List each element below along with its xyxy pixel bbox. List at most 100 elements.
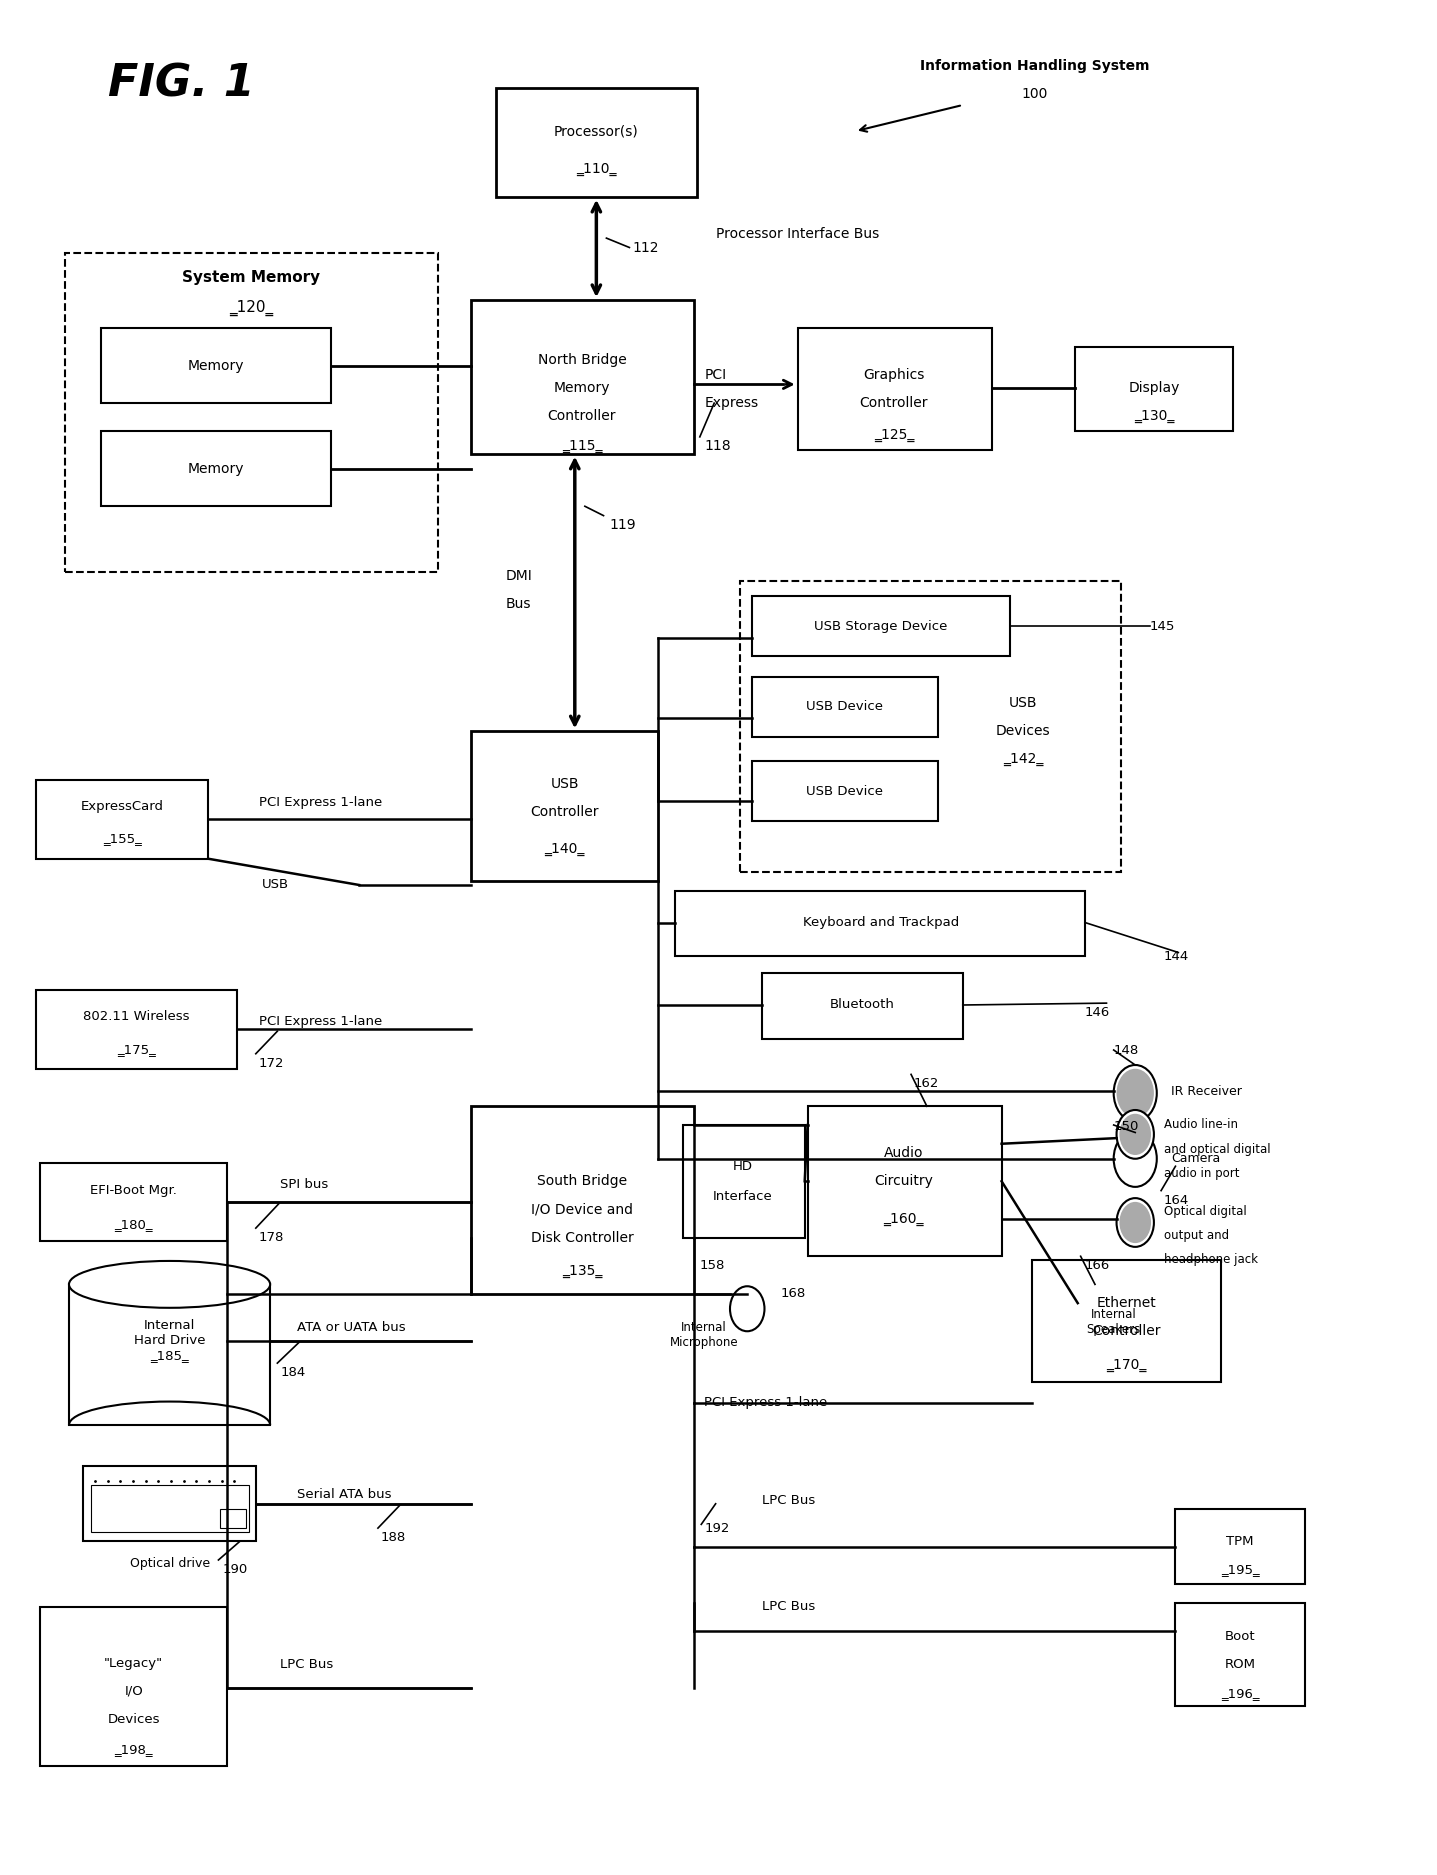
FancyBboxPatch shape <box>1032 1260 1221 1382</box>
Circle shape <box>1117 1069 1154 1118</box>
Circle shape <box>1114 1131 1157 1187</box>
FancyBboxPatch shape <box>36 780 208 859</box>
FancyBboxPatch shape <box>1078 1288 1095 1318</box>
Circle shape <box>1114 1065 1157 1121</box>
FancyBboxPatch shape <box>762 973 963 1039</box>
FancyBboxPatch shape <box>101 328 331 403</box>
Text: 192: 192 <box>704 1522 730 1534</box>
Text: 148: 148 <box>1114 1044 1140 1056</box>
Text: Information Handling System: Information Handling System <box>920 58 1150 73</box>
Text: Controller: Controller <box>547 409 616 424</box>
Text: Processor(s): Processor(s) <box>555 124 638 139</box>
Text: North Bridge: North Bridge <box>537 352 627 368</box>
Text: IR Receiver: IR Receiver <box>1171 1086 1242 1097</box>
Text: SPI bus: SPI bus <box>280 1179 329 1191</box>
Text: System Memory: System Memory <box>182 270 320 285</box>
FancyBboxPatch shape <box>40 1162 227 1241</box>
Text: Internal
Microphone: Internal Microphone <box>670 1322 739 1348</box>
FancyBboxPatch shape <box>40 1607 227 1766</box>
Text: USB Device: USB Device <box>806 701 884 712</box>
FancyBboxPatch shape <box>471 300 694 454</box>
FancyBboxPatch shape <box>69 1284 270 1425</box>
Text: Processor Interface Bus: Processor Interface Bus <box>716 227 879 242</box>
Text: 118: 118 <box>704 439 731 454</box>
Text: PCI Express 1-lane: PCI Express 1-lane <box>704 1397 828 1408</box>
Text: ‗125‗: ‗125‗ <box>874 428 914 442</box>
Text: Memory: Memory <box>553 381 611 396</box>
Text: 802.11 Wireless: 802.11 Wireless <box>83 1011 190 1022</box>
Text: ExpressCard: ExpressCard <box>80 801 164 812</box>
Text: I/O: I/O <box>124 1686 144 1697</box>
FancyBboxPatch shape <box>471 731 658 881</box>
FancyBboxPatch shape <box>683 1125 805 1238</box>
Text: ‗142‗: ‗142‗ <box>1003 752 1043 767</box>
Text: 162: 162 <box>914 1078 940 1089</box>
FancyBboxPatch shape <box>752 596 1010 656</box>
Text: headphone jack: headphone jack <box>1164 1254 1257 1266</box>
Text: Keyboard and Trackpad: Keyboard and Trackpad <box>803 917 958 928</box>
Text: Internal
Hard Drive
‗185‗: Internal Hard Drive ‗185‗ <box>134 1320 205 1361</box>
Text: ‗195‗: ‗195‗ <box>1221 1564 1259 1575</box>
Text: Controller: Controller <box>859 396 928 411</box>
FancyBboxPatch shape <box>471 1106 694 1294</box>
Text: USB: USB <box>262 879 289 891</box>
Text: PCI Express 1-lane: PCI Express 1-lane <box>259 1016 382 1028</box>
Text: FIG. 1: FIG. 1 <box>108 64 254 105</box>
Text: USB: USB <box>550 776 579 791</box>
FancyBboxPatch shape <box>1175 1603 1305 1706</box>
FancyBboxPatch shape <box>220 1509 246 1528</box>
Text: audio in port: audio in port <box>1164 1168 1240 1179</box>
Text: LPC Bus: LPC Bus <box>280 1659 333 1671</box>
Text: Bus: Bus <box>506 596 532 611</box>
Text: 190: 190 <box>223 1564 249 1575</box>
Text: Circuitry: Circuitry <box>875 1174 933 1189</box>
Text: Express: Express <box>704 396 759 411</box>
Text: Optical drive: Optical drive <box>129 1558 210 1569</box>
Text: DMI: DMI <box>506 568 533 583</box>
Text: 112: 112 <box>632 240 658 255</box>
Text: Memory: Memory <box>187 461 244 476</box>
Text: 119: 119 <box>609 518 637 532</box>
Text: 178: 178 <box>259 1232 285 1243</box>
Text: HD: HD <box>733 1161 753 1172</box>
FancyBboxPatch shape <box>65 253 438 572</box>
Text: Bluetooth: Bluetooth <box>829 999 895 1011</box>
Text: ‗160‗: ‗160‗ <box>884 1211 924 1226</box>
Text: Disk Controller: Disk Controller <box>530 1230 634 1245</box>
Text: Boot: Boot <box>1224 1631 1256 1642</box>
Text: PCI: PCI <box>704 368 726 382</box>
Text: ‗180‗: ‗180‗ <box>115 1219 152 1230</box>
Text: Serial ATA bus: Serial ATA bus <box>297 1489 392 1500</box>
Text: LPC Bus: LPC Bus <box>762 1601 815 1612</box>
FancyBboxPatch shape <box>752 677 938 737</box>
Text: Internal
Speakers: Internal Speakers <box>1086 1309 1141 1335</box>
Text: Devices: Devices <box>996 724 1050 739</box>
FancyBboxPatch shape <box>36 990 237 1069</box>
Text: 172: 172 <box>259 1058 285 1069</box>
FancyBboxPatch shape <box>496 88 697 197</box>
Text: 150: 150 <box>1114 1121 1140 1132</box>
FancyBboxPatch shape <box>675 891 1085 956</box>
Text: Graphics: Graphics <box>864 368 924 382</box>
Circle shape <box>1119 1202 1151 1243</box>
Text: ‗120‗: ‗120‗ <box>230 300 273 315</box>
Text: South Bridge: South Bridge <box>537 1174 627 1189</box>
Ellipse shape <box>69 1262 270 1309</box>
Text: 168: 168 <box>780 1288 806 1299</box>
FancyBboxPatch shape <box>91 1485 249 1532</box>
Text: USB Storage Device: USB Storage Device <box>815 621 947 632</box>
Circle shape <box>730 1286 764 1331</box>
Text: 158: 158 <box>700 1260 726 1271</box>
Text: Optical digital: Optical digital <box>1164 1206 1247 1217</box>
Text: ROM: ROM <box>1224 1659 1256 1671</box>
Text: 164: 164 <box>1164 1194 1190 1206</box>
Text: 166: 166 <box>1085 1260 1111 1271</box>
Text: Memory: Memory <box>187 358 244 373</box>
Text: ‗130‗: ‗130‗ <box>1134 409 1174 424</box>
Text: Controller: Controller <box>530 804 599 819</box>
Circle shape <box>1119 1114 1151 1155</box>
FancyBboxPatch shape <box>1075 347 1233 431</box>
Text: ‗170‗: ‗170‗ <box>1106 1358 1147 1372</box>
Text: ‗135‗: ‗135‗ <box>562 1264 602 1279</box>
Text: TPM: TPM <box>1226 1536 1255 1547</box>
